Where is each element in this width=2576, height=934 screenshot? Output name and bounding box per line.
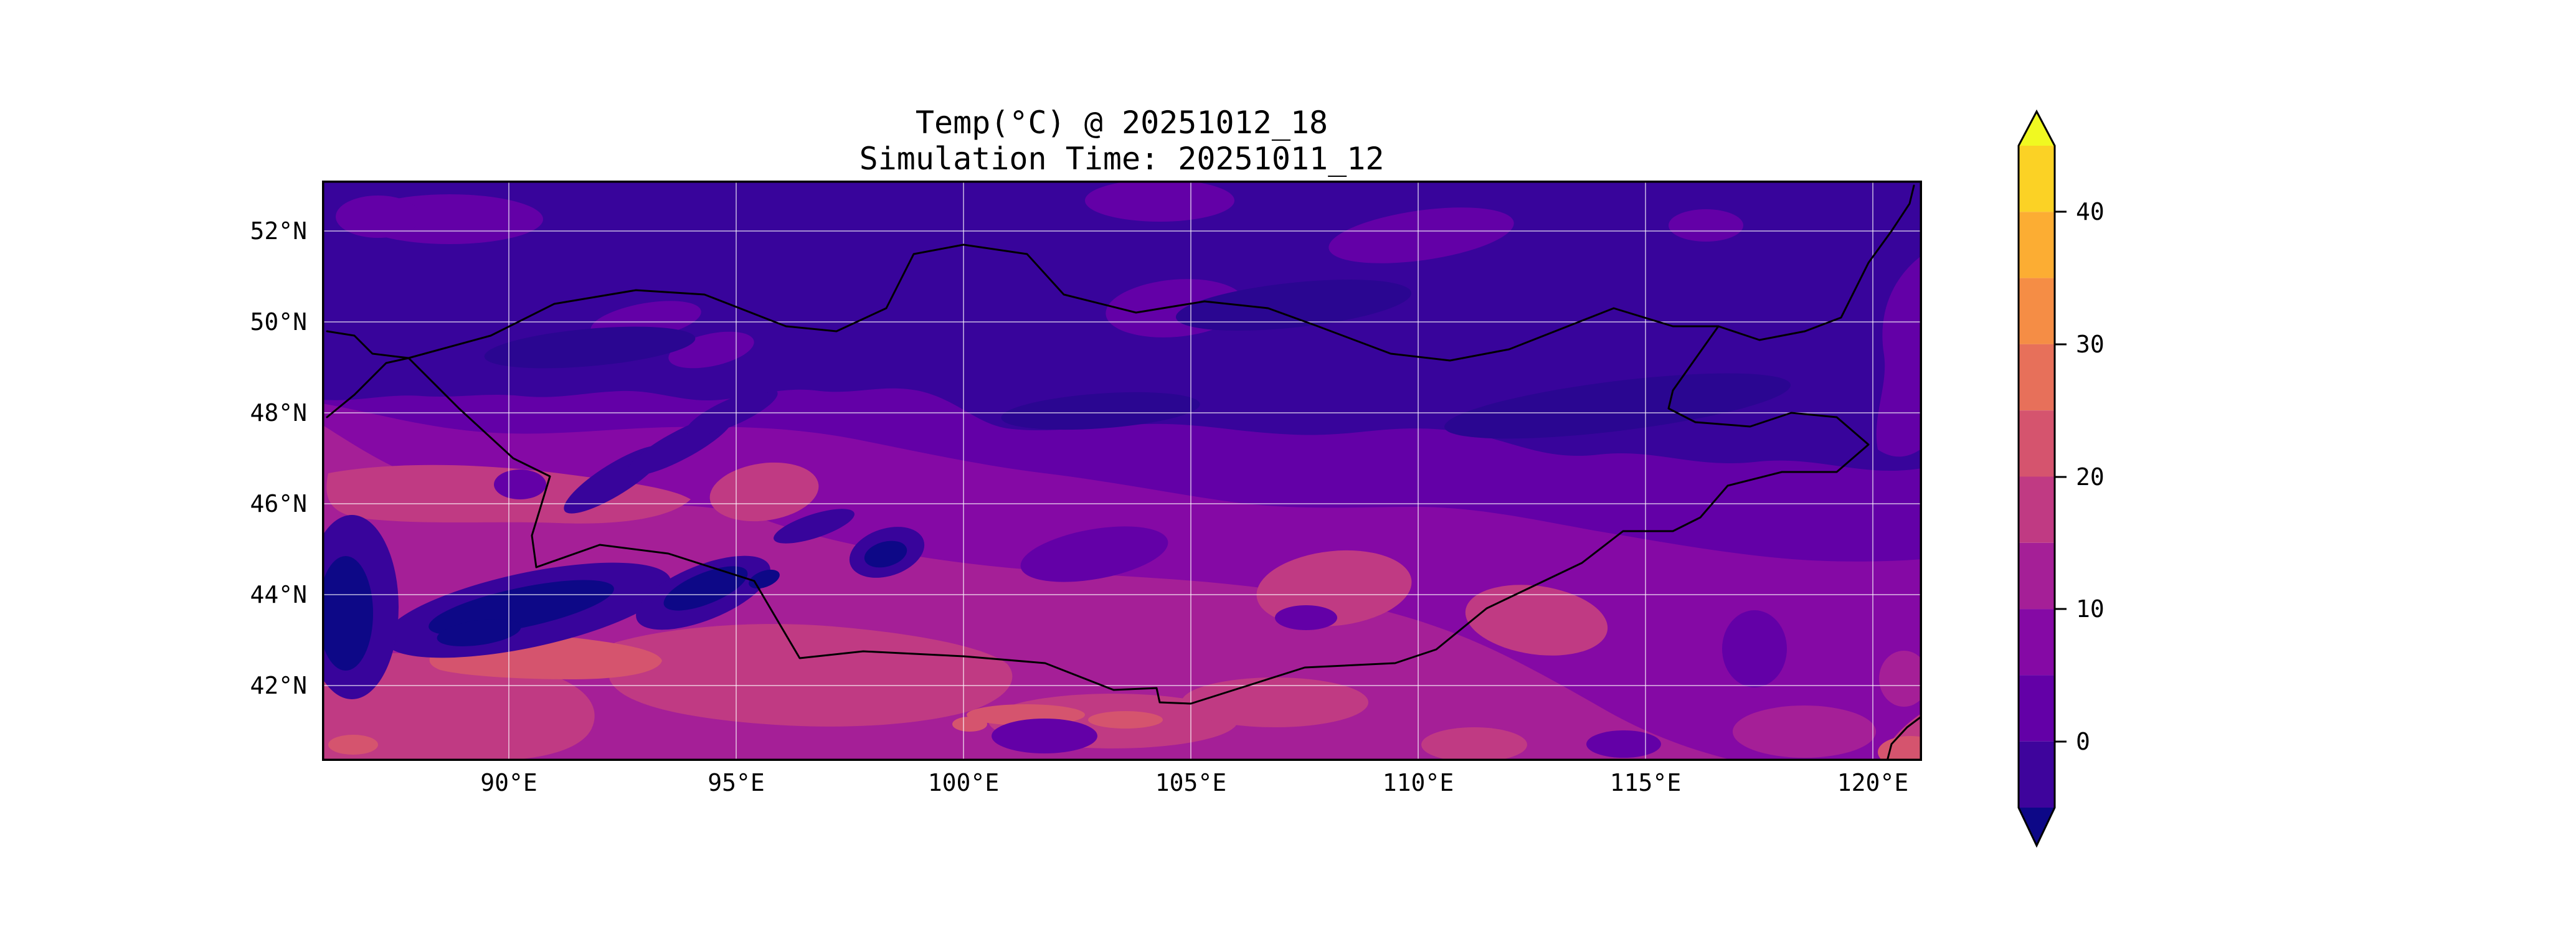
colorbar-under-arrow: [2019, 808, 2055, 846]
lat-tick-label: 44°N: [250, 581, 307, 608]
russia-china-argun-border: [1717, 184, 1915, 341]
lon-tick-label: 105°E: [1155, 769, 1227, 796]
colorbar-tick-label: 30: [2076, 331, 2105, 358]
lat-tick-label: 46°N: [250, 490, 307, 517]
lon-tick-label: 90°E: [480, 769, 537, 796]
colorbar-segment: [2019, 212, 2055, 278]
colorbar-segment: [2019, 741, 2055, 808]
colorbar-segment: [2019, 609, 2055, 676]
colorbar-tick-label: 40: [2076, 198, 2105, 225]
temperature-map: [322, 181, 1922, 761]
lat-tick-label: 48°N: [250, 399, 307, 427]
kazakh-china-border: [326, 357, 410, 418]
lat-tick-label: 52°N: [250, 217, 307, 245]
se-coastline: [1886, 715, 1922, 761]
lat-tick-label: 50°N: [250, 308, 307, 336]
colorbar-tick-label: 20: [2076, 463, 2105, 491]
colorbar-segment: [2019, 476, 2055, 543]
colorbar-segments: [2019, 146, 2055, 808]
lon-tick-label: 120°E: [1837, 769, 1909, 796]
colorbar-tick-label: 0: [2076, 728, 2090, 755]
colorbar-segment: [2019, 542, 2055, 610]
colorbar-segment: [2019, 146, 2055, 212]
colorbar-tick-label: 10: [2076, 595, 2105, 623]
lon-tick-label: 100°E: [927, 769, 1000, 796]
colorbar-tick-marks: [2055, 210, 2067, 743]
colorbar-outline: [2017, 109, 2056, 848]
colorbar-segment: [2019, 344, 2055, 411]
lon-tick-label: 110°E: [1382, 769, 1454, 796]
plot-subtitle: Simulation Time: 20251011_12: [859, 141, 1385, 177]
colorbar: [2017, 109, 2067, 848]
plot-title: Temp(°C) @ 20251012_18: [915, 105, 1328, 141]
colorbar-segment: [2019, 410, 2055, 477]
country-borders: [326, 184, 1922, 761]
kazakh-russia-border: [326, 330, 410, 359]
mongolia-border: [407, 243, 1870, 705]
colorbar-over-arrow: [2019, 111, 2055, 146]
graticule-gridlines: [322, 181, 1922, 761]
lon-tick-label: 115°E: [1609, 769, 1682, 796]
colorbar-segment: [2019, 675, 2055, 742]
colorbar-segment: [2019, 278, 2055, 344]
lon-tick-label: 95°E: [708, 769, 765, 796]
contour-field: [322, 181, 1922, 761]
lat-tick-label: 42°N: [250, 672, 307, 699]
map-frame: [322, 181, 1922, 761]
